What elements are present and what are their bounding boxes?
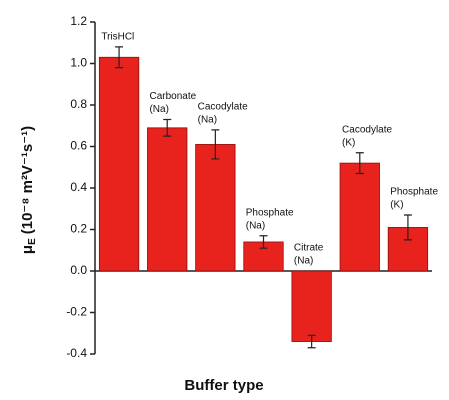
bar <box>195 144 236 272</box>
category-label: Cacodylate <box>342 124 392 135</box>
y-tick-label: 0.2 <box>70 222 87 236</box>
category-label: Phosphate <box>246 207 294 218</box>
category-label: Carbonate <box>149 91 196 102</box>
error-bar <box>211 129 220 160</box>
category-label: (K) <box>342 137 355 148</box>
x-axis-label: Buffer type <box>184 377 263 394</box>
y-tick-label: 1.0 <box>70 56 87 70</box>
category-label: (K) <box>390 200 403 211</box>
category-label: Phosphate <box>390 187 438 198</box>
category-label: Citrate <box>294 243 324 254</box>
y-tick-label: 0.0 <box>70 263 87 277</box>
bar <box>339 162 380 272</box>
error-bar <box>307 334 316 349</box>
y-tick-label: 1.2 <box>70 14 87 28</box>
bar <box>98 56 140 272</box>
y-tick-label: -0.4 <box>66 346 87 360</box>
bar <box>291 270 332 342</box>
category-label: (Na) <box>198 115 217 126</box>
error-bar <box>259 235 268 249</box>
category-label: (Na) <box>294 256 313 267</box>
category-label: Cacodylate <box>198 102 248 113</box>
error-bar <box>115 46 124 69</box>
category-label: (Na) <box>246 220 265 231</box>
y-axis-label: μE(10⁻⁸ m²V⁻¹s⁻¹) <box>19 126 38 254</box>
y-tick-label: 0.4 <box>70 180 87 194</box>
error-bar <box>403 214 412 241</box>
error-bar <box>163 118 172 137</box>
y-tick-label: 0.6 <box>70 139 87 153</box>
bar <box>147 127 188 272</box>
y-tick-label: 0.8 <box>70 97 87 111</box>
error-bar <box>355 152 364 175</box>
category-label: TrisHCl <box>101 32 134 43</box>
y-tick-label: -0.2 <box>66 305 87 319</box>
category-label: (Na) <box>149 104 168 115</box>
